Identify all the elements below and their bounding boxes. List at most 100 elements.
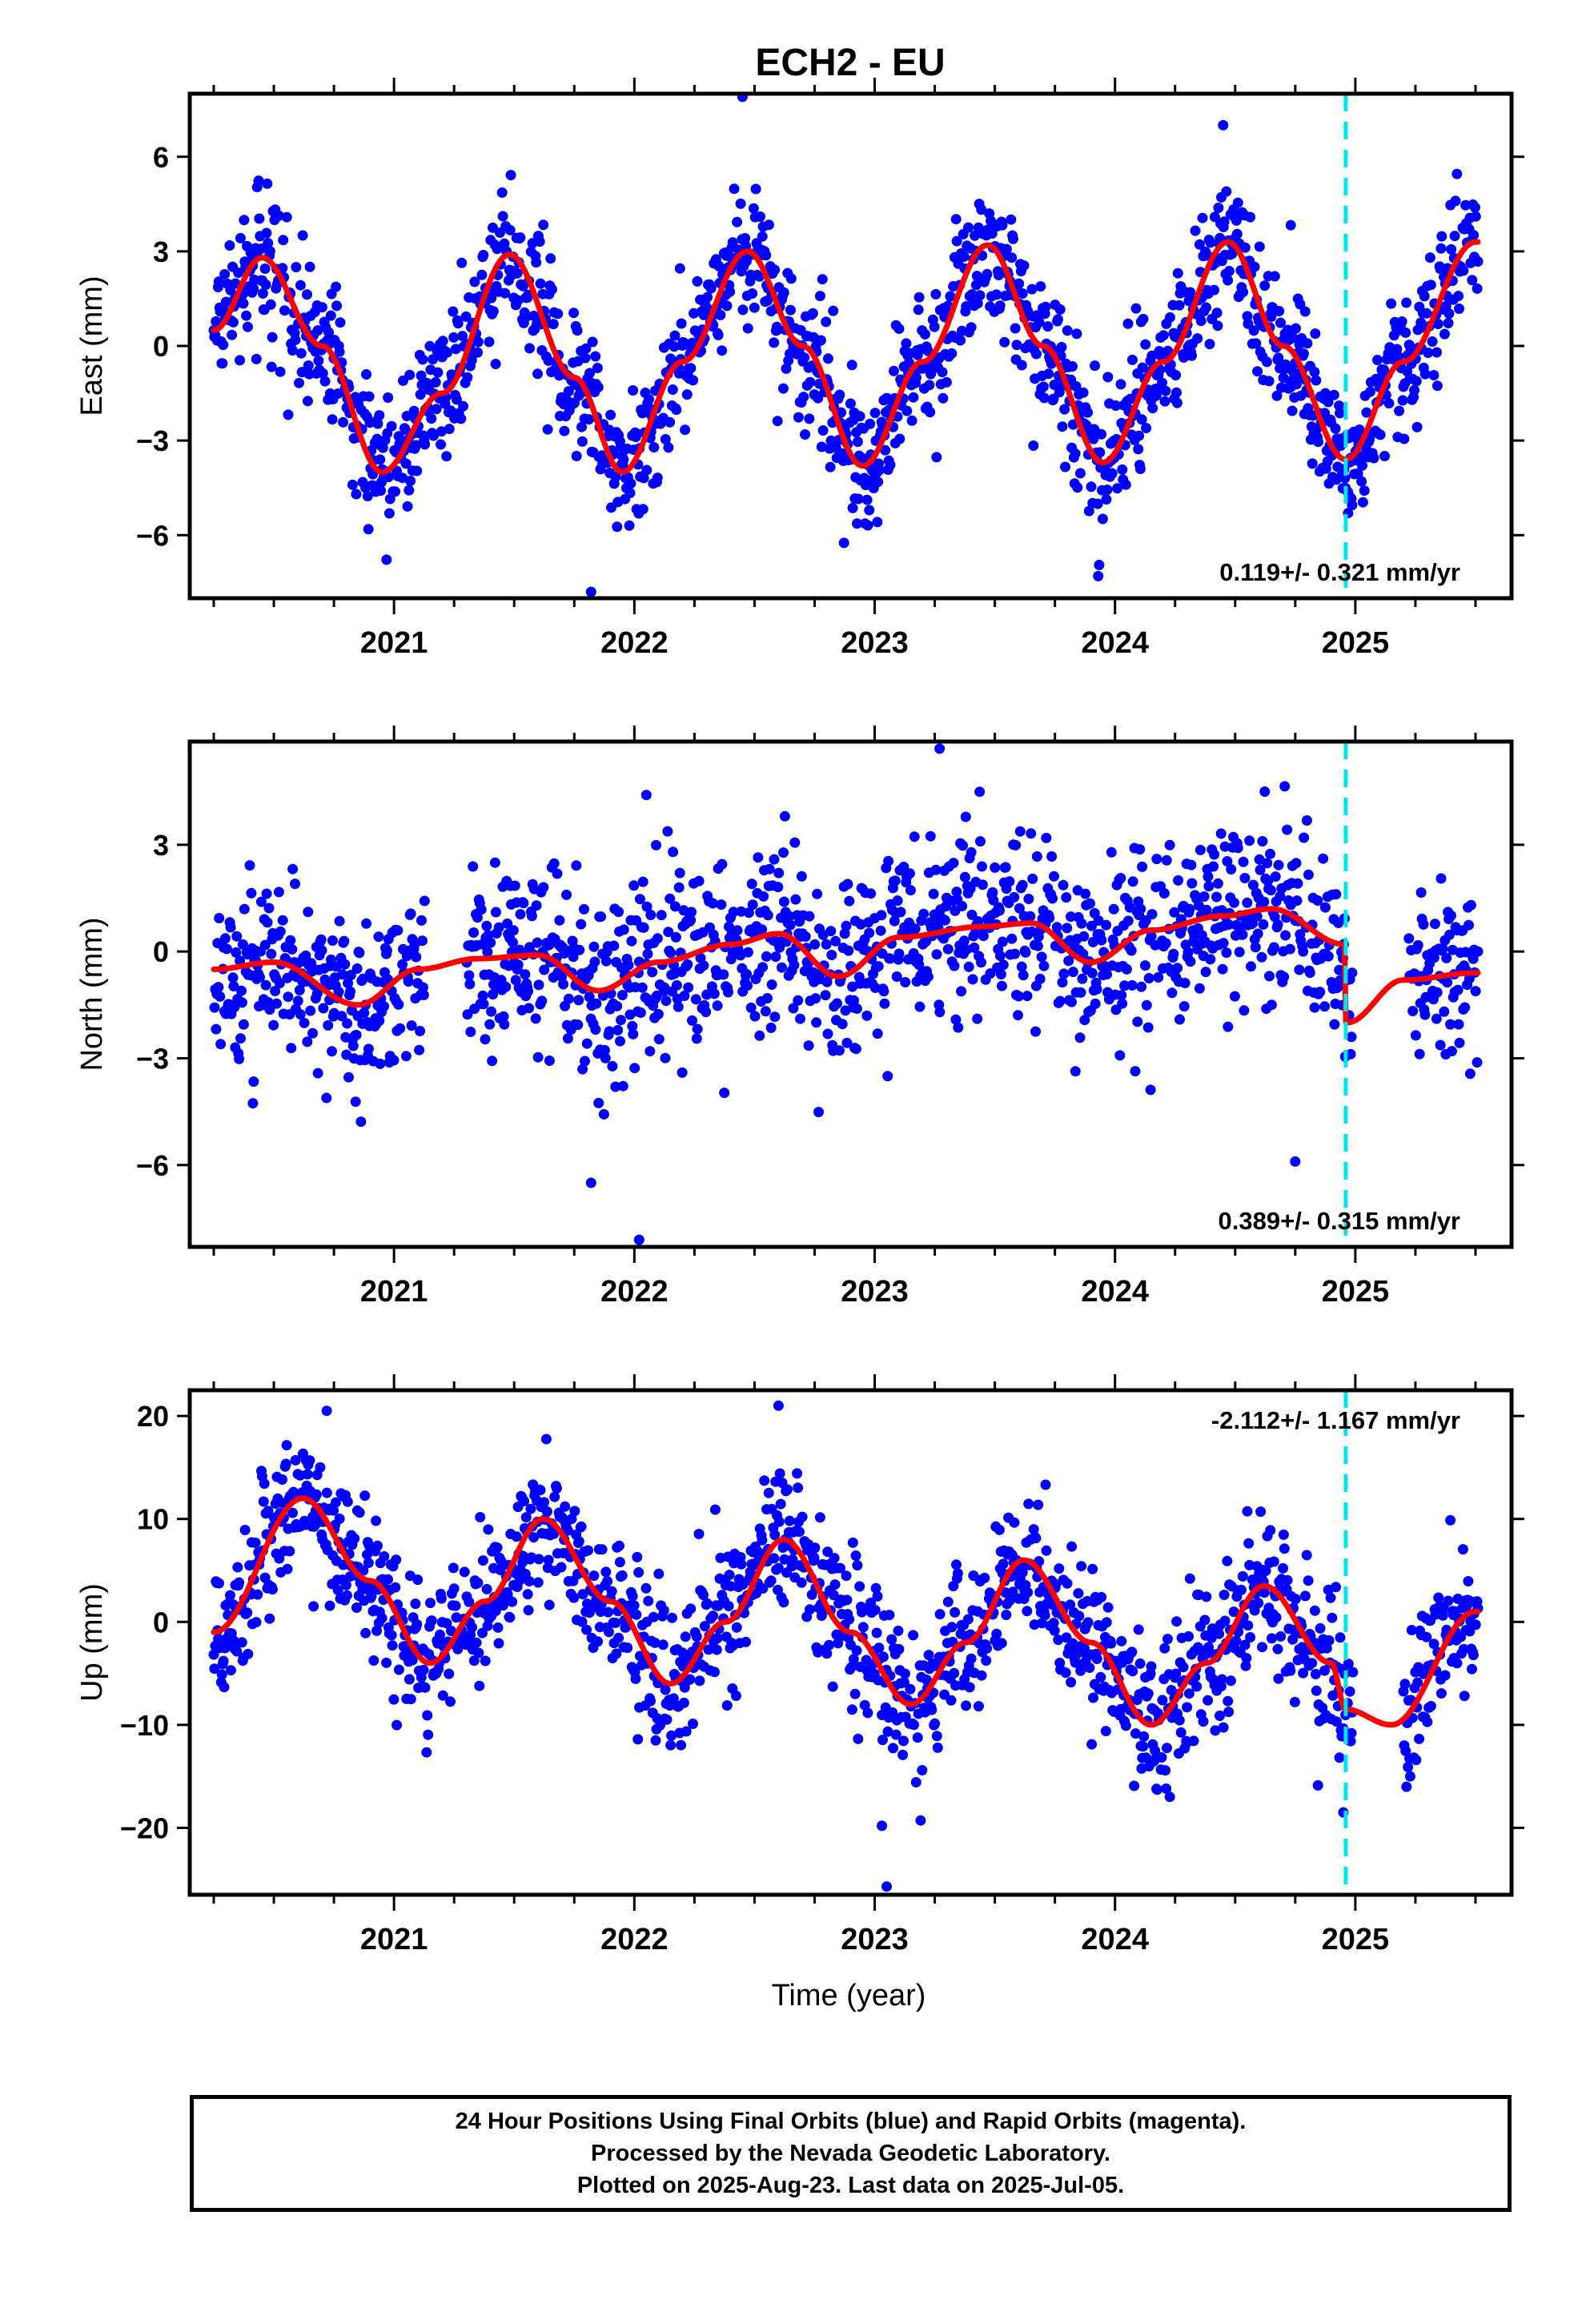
data-point bbox=[375, 454, 386, 465]
data-point bbox=[576, 436, 588, 447]
data-point bbox=[539, 964, 550, 975]
y-tick-label: −6 bbox=[136, 519, 169, 552]
data-point bbox=[428, 430, 439, 441]
data-point bbox=[1433, 1592, 1444, 1603]
data-point bbox=[458, 400, 468, 412]
data-point bbox=[349, 1533, 360, 1544]
data-point bbox=[563, 993, 574, 1004]
data-point bbox=[533, 1554, 544, 1565]
data-point bbox=[238, 298, 249, 309]
data-point bbox=[251, 353, 262, 364]
data-point bbox=[787, 1554, 798, 1565]
data-point bbox=[347, 1040, 359, 1051]
data-point bbox=[1071, 328, 1082, 340]
x-tick-label: 2025 bbox=[1322, 1275, 1390, 1309]
data-point bbox=[1101, 1617, 1112, 1628]
data-point bbox=[237, 939, 248, 950]
data-point bbox=[444, 1668, 455, 1679]
data-point bbox=[1049, 380, 1060, 390]
data-point bbox=[472, 1578, 484, 1588]
data-point bbox=[904, 868, 915, 879]
data-point bbox=[213, 276, 224, 287]
data-point bbox=[1264, 971, 1275, 982]
data-point bbox=[1010, 323, 1021, 334]
data-point bbox=[638, 922, 649, 933]
data-point bbox=[691, 1631, 702, 1642]
data-point bbox=[386, 420, 397, 432]
data-point bbox=[1223, 1707, 1235, 1718]
data-point bbox=[637, 504, 648, 515]
data-point bbox=[971, 271, 982, 282]
data-point bbox=[963, 222, 974, 233]
data-point bbox=[532, 368, 543, 380]
data-point bbox=[478, 999, 489, 1010]
data-point bbox=[333, 987, 344, 997]
data-point bbox=[476, 904, 487, 915]
data-point bbox=[757, 924, 768, 935]
data-point bbox=[1135, 903, 1146, 915]
data-point bbox=[1159, 396, 1170, 407]
data-point bbox=[469, 276, 480, 287]
data-point bbox=[278, 235, 289, 246]
data-point bbox=[1468, 230, 1480, 241]
y-tick-label: −10 bbox=[120, 1709, 169, 1742]
data-point bbox=[239, 215, 250, 226]
data-point bbox=[873, 1642, 885, 1654]
data-point bbox=[821, 939, 832, 950]
data-point bbox=[445, 1696, 456, 1707]
data-point bbox=[837, 1019, 848, 1030]
data-point bbox=[725, 286, 736, 297]
data-point bbox=[1018, 970, 1029, 981]
data-point bbox=[1379, 451, 1390, 461]
data-point bbox=[345, 970, 356, 980]
data-point bbox=[1227, 248, 1238, 259]
panel-frame bbox=[187, 91, 1514, 601]
data-point bbox=[1090, 360, 1100, 372]
x-tick-label: 2025 bbox=[1322, 626, 1390, 660]
data-point bbox=[304, 261, 315, 272]
data-point bbox=[951, 1559, 962, 1570]
data-point bbox=[486, 1006, 497, 1017]
data-point bbox=[266, 361, 277, 372]
data-point bbox=[290, 879, 300, 890]
data-point bbox=[970, 230, 981, 241]
data-point bbox=[473, 1647, 484, 1659]
data-point bbox=[1291, 323, 1301, 334]
data-point bbox=[814, 1512, 825, 1523]
data-point bbox=[588, 1570, 600, 1582]
data-point bbox=[354, 947, 365, 959]
data-point bbox=[1419, 291, 1430, 302]
data-point bbox=[1414, 1733, 1425, 1744]
data-point bbox=[910, 1777, 921, 1787]
data-point bbox=[213, 1634, 224, 1644]
data-point bbox=[966, 289, 978, 300]
data-point bbox=[1257, 1642, 1267, 1653]
y-tick-label: 0 bbox=[153, 935, 169, 968]
data-point bbox=[339, 959, 351, 970]
data-point bbox=[1431, 1013, 1442, 1024]
data-point bbox=[785, 919, 796, 931]
data-point bbox=[1205, 954, 1216, 965]
data-point bbox=[708, 1610, 719, 1622]
data-point bbox=[999, 336, 1010, 348]
data-point bbox=[665, 893, 676, 904]
data-point bbox=[281, 211, 292, 223]
data-point bbox=[1174, 1715, 1185, 1726]
data-point bbox=[1096, 428, 1107, 440]
data-point bbox=[841, 1594, 853, 1606]
data-point bbox=[857, 1622, 869, 1633]
data-point bbox=[355, 1116, 367, 1128]
data-point bbox=[803, 1040, 814, 1051]
data-point bbox=[266, 948, 277, 959]
data-point bbox=[895, 907, 906, 918]
data-point bbox=[231, 1646, 243, 1657]
data-point bbox=[307, 1027, 318, 1039]
data-point bbox=[779, 810, 790, 822]
data-point bbox=[1243, 1620, 1254, 1631]
data-point bbox=[1204, 339, 1215, 350]
data-point bbox=[604, 1026, 615, 1037]
data-point bbox=[1412, 939, 1423, 951]
data-point bbox=[1472, 256, 1484, 267]
x-tick-label: 2023 bbox=[841, 1275, 909, 1309]
data-point bbox=[261, 888, 272, 899]
